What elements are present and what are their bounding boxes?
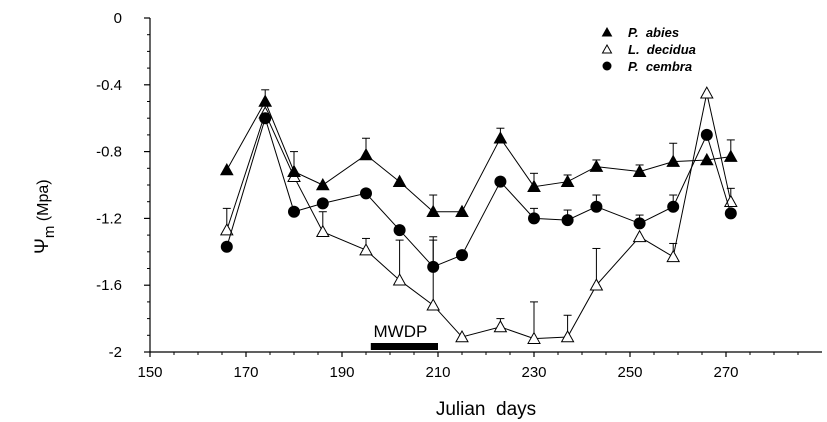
data-point: [493, 319, 508, 333]
data-point: [393, 224, 406, 237]
data-point: [392, 174, 407, 187]
y-tick-label: -0.8: [96, 144, 122, 161]
data-point: [315, 224, 330, 238]
data-point: [288, 205, 300, 218]
x-tick-label: 190: [329, 364, 354, 381]
mwdp-annotation: MWDP: [370, 322, 438, 350]
data-point: [426, 298, 441, 311]
data-point: [287, 164, 301, 177]
data-point: [426, 204, 441, 218]
y-ticks: 0 -0.4 -0.8 -1.2 -1.6 -2: [96, 10, 150, 361]
data-point: [315, 177, 330, 191]
series-0: [219, 89, 738, 218]
data-point: [723, 149, 738, 162]
data-point: [359, 243, 373, 256]
legend-item-p-cembra: P. cembra: [602, 59, 692, 74]
data-point: [392, 273, 407, 286]
data-point: [560, 329, 575, 343]
data-point: [527, 179, 541, 192]
x-tick-label: 150: [137, 364, 162, 381]
x-axis-title: Julian days: [436, 399, 536, 420]
y-tick-label: -1.2: [96, 210, 122, 227]
legend-filled-triangle-marker: [601, 26, 613, 37]
series-line: [226, 100, 731, 213]
data-point: [699, 152, 714, 166]
data-point: [632, 164, 647, 177]
legend-label-p-abies: P. abies: [628, 25, 679, 40]
mwdp-label: MWDP: [373, 322, 427, 341]
y-tick-label: -2: [109, 344, 122, 361]
series-layer: [219, 86, 738, 344]
x-tick-label: 170: [233, 364, 258, 381]
y-axis-title-symbol: Ψ: [32, 238, 53, 254]
data-point: [589, 159, 604, 172]
data-point: [560, 174, 575, 187]
data-point: [360, 187, 372, 200]
data-point: [724, 207, 737, 220]
y-axis-title-subscript: m: [41, 226, 58, 239]
data-point: [699, 86, 714, 99]
data-point: [259, 112, 272, 125]
x-tick-label: 270: [713, 364, 738, 381]
legend-item-p-abies: P. abies: [601, 25, 679, 40]
data-point: [493, 131, 508, 144]
series-line: [226, 92, 732, 340]
x-ticks: 150 170 190 210 230 250 270: [137, 352, 799, 381]
series-line: [226, 116, 732, 268]
data-point: [589, 278, 604, 291]
legend-label-p-cembra: P. cembra: [628, 59, 692, 74]
legend-item-l-decidua: L. decidua: [601, 42, 696, 57]
data-point: [590, 200, 603, 213]
y-axis-title-unit: (Mpa): [35, 179, 52, 225]
data-point: [220, 240, 233, 253]
x-tick-label: 250: [617, 364, 642, 381]
data-point: [359, 147, 373, 161]
x-tick-label: 230: [521, 364, 546, 381]
data-point: [667, 200, 680, 213]
data-point: [456, 249, 468, 262]
y-tick-label: -0.4: [96, 77, 122, 94]
x-tick-label: 210: [425, 364, 450, 381]
data-point: [666, 154, 681, 167]
data-point: [494, 175, 507, 188]
data-point: [258, 94, 273, 107]
y-axis-title: Ψm (Mpa): [32, 164, 58, 281]
axes: [149, 18, 822, 353]
data-point: [527, 331, 541, 344]
data-point: [561, 214, 574, 227]
data-point: [219, 223, 234, 236]
data-point: [219, 162, 234, 176]
data-point: [455, 329, 469, 343]
data-point: [427, 260, 440, 273]
data-point: [316, 197, 329, 210]
data-point: [455, 204, 469, 218]
legend: P. abies L. decidua P. cembra: [601, 25, 696, 74]
mwdp-bar: [370, 343, 438, 350]
legend-filled-circle-marker: [602, 61, 612, 71]
data-point: [528, 212, 540, 225]
legend-label-l-decidua: L. decidua: [628, 42, 696, 57]
data-point: [632, 229, 647, 243]
data-point: [700, 128, 713, 141]
legend-open-triangle-marker: [601, 43, 613, 54]
series-2: [220, 112, 737, 273]
y-tick-label: -1.6: [96, 277, 122, 294]
y-tick-label: 0: [114, 10, 122, 27]
data-point: [633, 217, 646, 230]
data-point: [666, 249, 681, 263]
